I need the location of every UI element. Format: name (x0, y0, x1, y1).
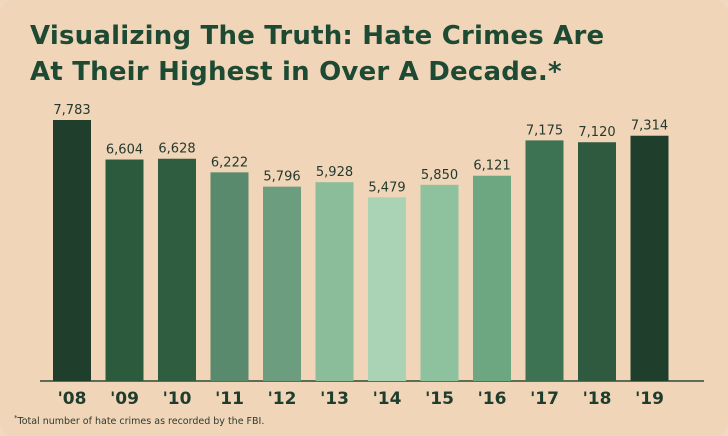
bar-17 (525, 140, 564, 381)
x-tick-label: '16 (478, 389, 507, 409)
bar-18 (578, 142, 616, 381)
x-tick-label: '18 (583, 389, 612, 409)
x-tick-label: '12 (268, 389, 297, 409)
bar-value-label: 7,120 (578, 125, 615, 140)
bars-group (53, 120, 669, 381)
x-tick-label: '13 (320, 389, 349, 409)
bar-10 (158, 158, 196, 381)
bar-13 (315, 182, 354, 381)
x-tick-label: '17 (530, 389, 559, 409)
bar-value-label: 7,783 (53, 103, 90, 118)
x-tick-label: '10 (163, 389, 192, 409)
x-tick-label: '15 (425, 389, 454, 409)
bar-value-label: 5,796 (263, 170, 300, 185)
bar-15 (420, 184, 459, 381)
bar-value-label: 6,628 (158, 142, 195, 157)
footnote-text: Total number of hate crimes as recorded … (17, 416, 265, 428)
bar-16 (473, 175, 511, 381)
bar-11 (210, 172, 249, 381)
bar-08 (53, 120, 91, 381)
bar-19 (630, 135, 669, 381)
bar-value-label: 6,222 (211, 155, 248, 170)
footnote-mark: * (14, 414, 18, 422)
bar-14 (368, 197, 406, 381)
x-tick-label: '11 (215, 389, 244, 409)
bar-value-label: 5,928 (316, 165, 353, 180)
chart-title-line-2: At Their Highest in Over A Decade.* (30, 57, 562, 87)
chart-title: Visualizing The Truth: Hate Crimes Are A… (30, 18, 710, 90)
bar-12 (263, 186, 301, 381)
x-tick-labels-group: '08 '09 '10 '11 '12 '13 '14 '15 '16 '17 '18 '19 (58, 389, 664, 409)
bar-value-label: 6,604 (106, 143, 143, 158)
x-tick-label: '14 (373, 389, 402, 409)
x-tick-label: '19 (635, 389, 664, 409)
x-tick-label: '09 (110, 389, 139, 409)
x-tick-label: '08 (58, 389, 87, 409)
bar-value-label: 6,121 (473, 159, 510, 174)
value-labels-group: 7,783 6,604 6,628 6,222 5,796 5,928 5,479 5,850… (53, 103, 668, 195)
bar-value-label: 5,850 (421, 168, 458, 183)
bar-value-label: 7,175 (526, 123, 563, 138)
footnote: *Total number of hate crimes as recorded… (14, 414, 264, 427)
bar-09 (105, 159, 144, 381)
bar-value-label: 5,479 (368, 180, 405, 195)
chart-title-line-1: Visualizing The Truth: Hate Crimes Are (30, 21, 605, 51)
bar-value-label: 7,314 (631, 119, 668, 134)
